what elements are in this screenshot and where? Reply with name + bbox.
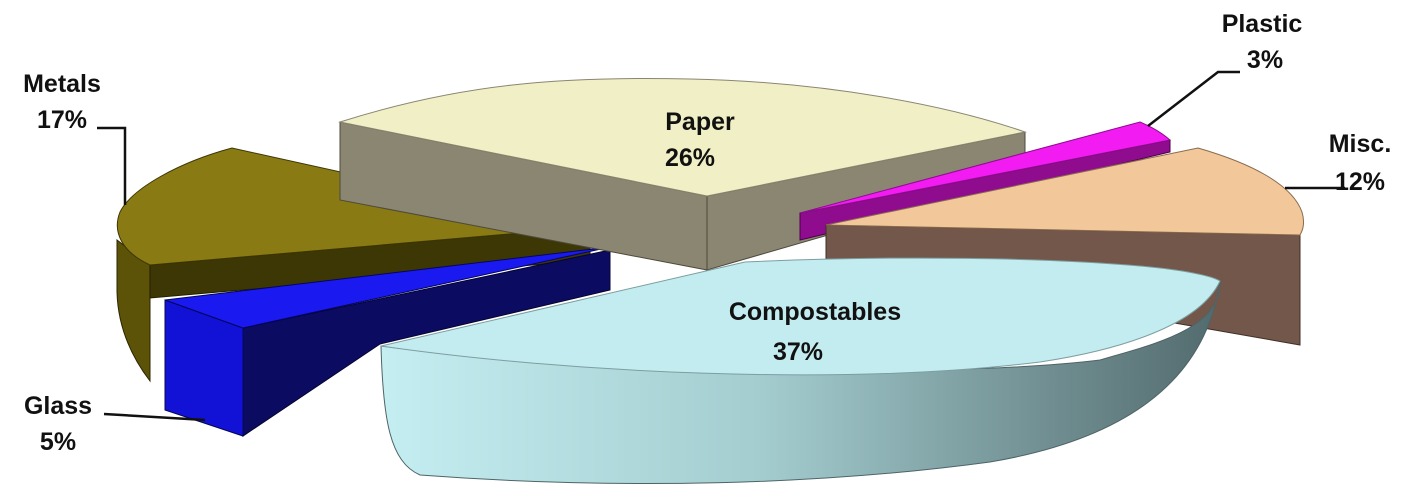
pie-slice-glass [164,246,611,437]
pie-slice-metals [116,147,591,383]
pie-slice-plastic-top [799,121,1172,214]
leader-line-glass [103,412,206,422]
label-paper-value: 26% [665,144,715,172]
leader-line-plastic [1147,70,1240,127]
label-paper-category: Paper [665,108,735,136]
label-metals-value: 17% [37,106,87,134]
label-misc-value: 12% [1335,168,1385,196]
pie-slice-glass-top [164,246,611,329]
pie-slice-paper-top [338,77,1027,197]
label-plastic-category: Plastic [1222,10,1303,38]
pie-slice-compostables-top [380,257,1221,376]
pie-slice-misc-top [825,147,1304,236]
label-glass-category: Glass [24,392,92,420]
label-glass-value: 5% [40,428,76,456]
pie-slice-metals-side [116,238,151,383]
label-compostables-value: 37% [773,338,823,366]
label-metals-category: Metals [23,70,101,98]
label-compostables-category: Compostables [729,298,901,326]
pie-slice-compostables [380,257,1221,485]
label-misc-category: Misc. [1329,130,1392,158]
pie-slice-metals-top [116,147,591,266]
label-plastic-value: 3% [1247,46,1283,74]
leader-line-metals [97,126,127,205]
